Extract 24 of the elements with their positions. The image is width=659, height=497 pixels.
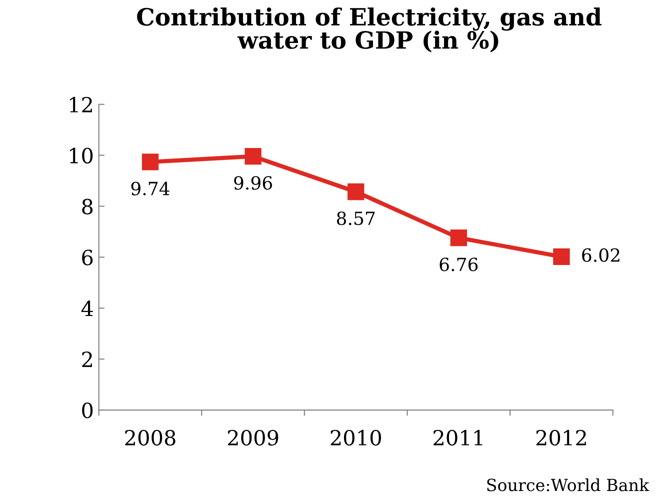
- data-label: 9.96: [234, 176, 272, 190]
- x-tick-label: 2011: [434, 430, 482, 446]
- data-label: 9.74: [131, 182, 170, 196]
- source-note: Source:World Bank: [487, 478, 650, 492]
- y-tick-label: 10: [70, 148, 93, 164]
- x-tick-label: 2012: [536, 430, 586, 446]
- data-label: 6.76: [440, 258, 478, 272]
- y-tick-label: 6: [82, 250, 93, 266]
- y-tick-label: 0: [82, 402, 93, 418]
- chart-title: Contribution of Electricity, gas and water to GDP (in %): [137, 7, 602, 52]
- x-tick-label: 2008: [125, 430, 176, 446]
- y-tick-label: 12: [70, 96, 92, 112]
- point: [553, 248, 570, 266]
- y-tick-label: 8: [82, 198, 93, 214]
- point: [244, 148, 262, 165]
- x-tick-label: 2009: [228, 430, 278, 446]
- point: [348, 183, 364, 200]
- x-tick-label: 2010: [330, 430, 381, 446]
- y-tick-label: 2: [82, 352, 92, 367]
- point: [142, 154, 159, 170]
- y-tick-label: 4: [81, 300, 93, 316]
- point: [450, 230, 467, 246]
- data-label: 6.02: [582, 248, 620, 262]
- data-label: 8.57: [336, 212, 375, 226]
